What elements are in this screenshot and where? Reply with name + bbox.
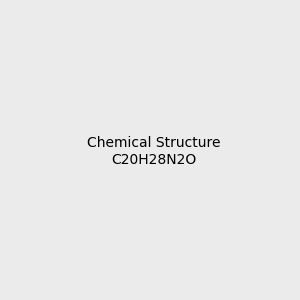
Text: Chemical Structure
C20H28N2O: Chemical Structure C20H28N2O bbox=[87, 136, 220, 166]
